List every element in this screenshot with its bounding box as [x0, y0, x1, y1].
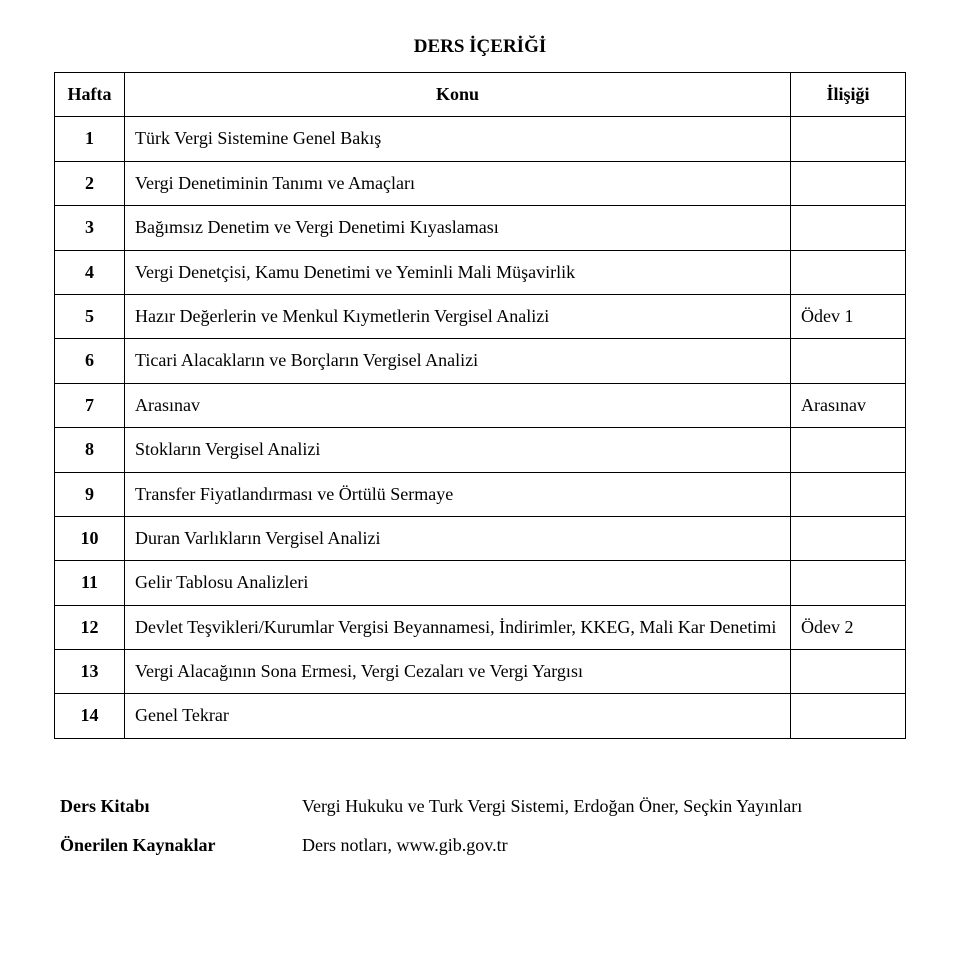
cell-week: 13 [55, 650, 125, 694]
cell-topic: Gelir Tablosu Analizleri [125, 561, 791, 605]
cell-topic: Ticari Alacakların ve Borçların Vergisel… [125, 339, 791, 383]
cell-topic: Transfer Fiyatlandırması ve Örtülü Serma… [125, 472, 791, 516]
cell-relation [791, 428, 906, 472]
cell-week: 7 [55, 383, 125, 427]
cell-relation [791, 206, 906, 250]
table-row: 12 Devlet Teşvikleri/Kurumlar Vergisi Be… [55, 605, 906, 649]
cell-topic: Vergi Alacağının Sona Ermesi, Vergi Ceza… [125, 650, 791, 694]
cell-week: 5 [55, 294, 125, 338]
table-row: 5 Hazır Değerlerin ve Menkul Kıymetlerin… [55, 294, 906, 338]
cell-topic: Vergi Denetçisi, Kamu Denetimi ve Yeminl… [125, 250, 791, 294]
cell-relation [791, 117, 906, 161]
cell-topic: Hazır Değerlerin ve Menkul Kıymetlerin V… [125, 294, 791, 338]
cell-topic: Türk Vergi Sistemine Genel Bakış [125, 117, 791, 161]
cell-topic: Arasınav [125, 383, 791, 427]
cell-relation [791, 339, 906, 383]
cell-topic: Duran Varlıkların Vergisel Analizi [125, 516, 791, 560]
cell-week: 12 [55, 605, 125, 649]
table-row: 1 Türk Vergi Sistemine Genel Bakış [55, 117, 906, 161]
table-row: 8 Stokların Vergisel Analizi [55, 428, 906, 472]
header-relation: İlişiği [791, 73, 906, 117]
recommended-value: Ders notları, www.gib.gov.tr [296, 826, 906, 865]
cell-relation [791, 161, 906, 205]
cell-week: 8 [55, 428, 125, 472]
cell-week: 4 [55, 250, 125, 294]
table-row: 14 Genel Tekrar [55, 694, 906, 738]
cell-relation [791, 694, 906, 738]
cell-relation [791, 250, 906, 294]
references-table: Ders Kitabı Vergi Hukuku ve Turk Vergi S… [54, 787, 906, 866]
textbook-value: Vergi Hukuku ve Turk Vergi Sistemi, Erdo… [296, 787, 906, 826]
cell-topic: Devlet Teşvikleri/Kurumlar Vergisi Beyan… [125, 605, 791, 649]
table-row: 11 Gelir Tablosu Analizleri [55, 561, 906, 605]
cell-relation: Ödev 2 [791, 605, 906, 649]
cell-week: 9 [55, 472, 125, 516]
recommended-row: Önerilen Kaynaklar Ders notları, www.gib… [54, 826, 906, 865]
cell-relation: Ödev 1 [791, 294, 906, 338]
cell-week: 14 [55, 694, 125, 738]
cell-relation [791, 650, 906, 694]
syllabus-table: Hafta Konu İlişiği 1 Türk Vergi Sistemin… [54, 72, 906, 739]
textbook-label: Ders Kitabı [54, 787, 296, 826]
table-row: 2 Vergi Denetiminin Tanımı ve Amaçları [55, 161, 906, 205]
header-topic: Konu [125, 73, 791, 117]
page-title: DERS İÇERİĞİ [54, 36, 906, 58]
table-row: 10 Duran Varlıkların Vergisel Analizi [55, 516, 906, 560]
table-row: 3 Bağımsız Denetim ve Vergi Denetimi Kıy… [55, 206, 906, 250]
page: DERS İÇERİĞİ Hafta Konu İlişiği 1 Türk V… [0, 0, 960, 914]
header-week: Hafta [55, 73, 125, 117]
table-row: 7 Arasınav Arasınav [55, 383, 906, 427]
cell-relation: Arasınav [791, 383, 906, 427]
table-row: 6 Ticari Alacakların ve Borçların Vergis… [55, 339, 906, 383]
cell-week: 1 [55, 117, 125, 161]
table-row: 4 Vergi Denetçisi, Kamu Denetimi ve Yemi… [55, 250, 906, 294]
table-row: 13 Vergi Alacağının Sona Ermesi, Vergi C… [55, 650, 906, 694]
cell-topic: Bağımsız Denetim ve Vergi Denetimi Kıyas… [125, 206, 791, 250]
cell-relation [791, 516, 906, 560]
recommended-label: Önerilen Kaynaklar [54, 826, 296, 865]
table-row: 9 Transfer Fiyatlandırması ve Örtülü Ser… [55, 472, 906, 516]
cell-week: 3 [55, 206, 125, 250]
cell-relation [791, 561, 906, 605]
table-header-row: Hafta Konu İlişiği [55, 73, 906, 117]
textbook-row: Ders Kitabı Vergi Hukuku ve Turk Vergi S… [54, 787, 906, 826]
cell-week: 10 [55, 516, 125, 560]
cell-topic: Genel Tekrar [125, 694, 791, 738]
cell-topic: Stokların Vergisel Analizi [125, 428, 791, 472]
cell-topic: Vergi Denetiminin Tanımı ve Amaçları [125, 161, 791, 205]
cell-week: 11 [55, 561, 125, 605]
cell-week: 6 [55, 339, 125, 383]
cell-week: 2 [55, 161, 125, 205]
cell-relation [791, 472, 906, 516]
